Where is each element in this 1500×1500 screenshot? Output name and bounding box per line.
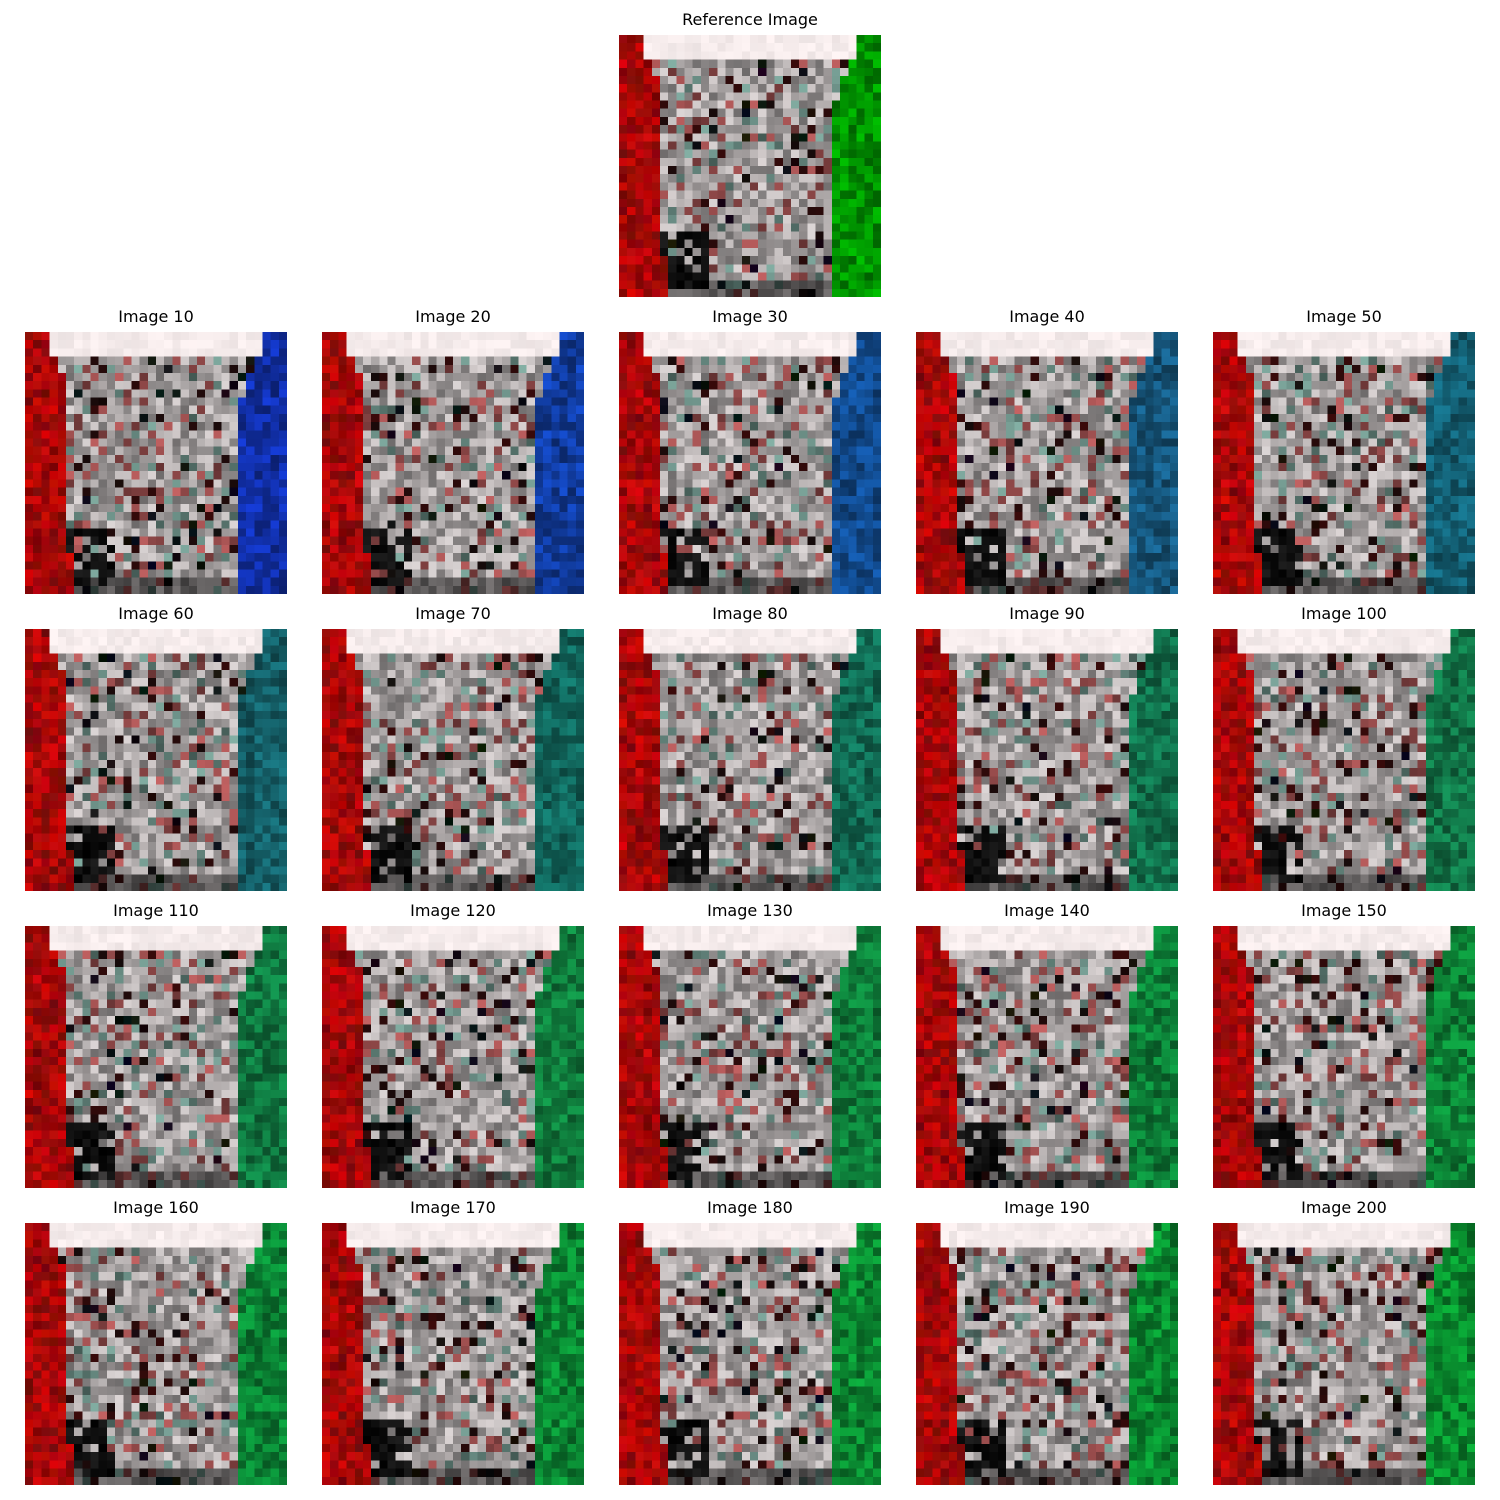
reference-image [619,35,881,297]
generated-image [1213,629,1475,891]
generated-image [322,629,584,891]
image-panel-title: Image 110 [113,901,199,920]
generated-image [1213,332,1475,594]
generated-image [322,1223,584,1485]
image-panel-title: Image 50 [1306,307,1382,326]
generated-image [25,926,287,1188]
image-panel-title: Image 120 [410,901,496,920]
image-panel: Image 90 [916,604,1178,891]
generated-image [1213,926,1475,1188]
generated-image [25,629,287,891]
generated-image [619,629,881,891]
image-panel: Image 40 [916,307,1178,594]
generated-image [619,926,881,1188]
image-panel: Image 80 [619,604,881,891]
image-panel: Image 110 [25,901,287,1188]
image-panel: Image 130 [619,901,881,1188]
image-panel-title: Image 70 [415,604,491,623]
image-panel-title: Image 170 [410,1198,496,1217]
image-panel-title: Image 150 [1301,901,1387,920]
image-panel-title: Image 90 [1009,604,1085,623]
generated-image [25,332,287,594]
generated-image [619,1223,881,1485]
image-panel-title: Image 130 [707,901,793,920]
image-panel: Image 120 [322,901,584,1188]
image-panel: Image 140 [916,901,1178,1188]
reference-panel: Reference Image [619,10,881,297]
generated-image [322,332,584,594]
image-panel: Image 100 [1213,604,1475,891]
image-panel: Image 150 [1213,901,1475,1188]
image-panel: Image 30 [619,307,881,594]
generated-image [916,926,1178,1188]
image-panel-title: Image 140 [1004,901,1090,920]
generated-image [916,629,1178,891]
generated-image [25,1223,287,1485]
generated-image [322,926,584,1188]
image-panel-title: Image 20 [415,307,491,326]
reference-title: Reference Image [682,10,818,29]
image-panel: Image 70 [322,604,584,891]
generated-image [1213,1223,1475,1485]
image-panel: Image 50 [1213,307,1475,594]
image-panel-title: Image 200 [1301,1198,1387,1217]
image-panel-title: Image 10 [118,307,194,326]
image-panel: Image 60 [25,604,287,891]
image-panel: Image 190 [916,1198,1178,1485]
generated-image [916,1223,1178,1485]
image-panel-title: Image 30 [712,307,788,326]
image-panel-title: Image 180 [707,1198,793,1217]
image-panel-title: Image 190 [1004,1198,1090,1217]
image-panel: Image 180 [619,1198,881,1485]
image-panel: Image 170 [322,1198,584,1485]
image-panel: Image 160 [25,1198,287,1485]
image-panel-title: Image 100 [1301,604,1387,623]
image-panel-title: Image 160 [113,1198,199,1217]
generated-image [916,332,1178,594]
image-panel: Image 20 [322,307,584,594]
generated-image [619,332,881,594]
image-panel-title: Image 80 [712,604,788,623]
image-panel-title: Image 60 [118,604,194,623]
image-panel-title: Image 40 [1009,307,1085,326]
image-panel: Image 10 [25,307,287,594]
image-panel: Image 200 [1213,1198,1475,1485]
